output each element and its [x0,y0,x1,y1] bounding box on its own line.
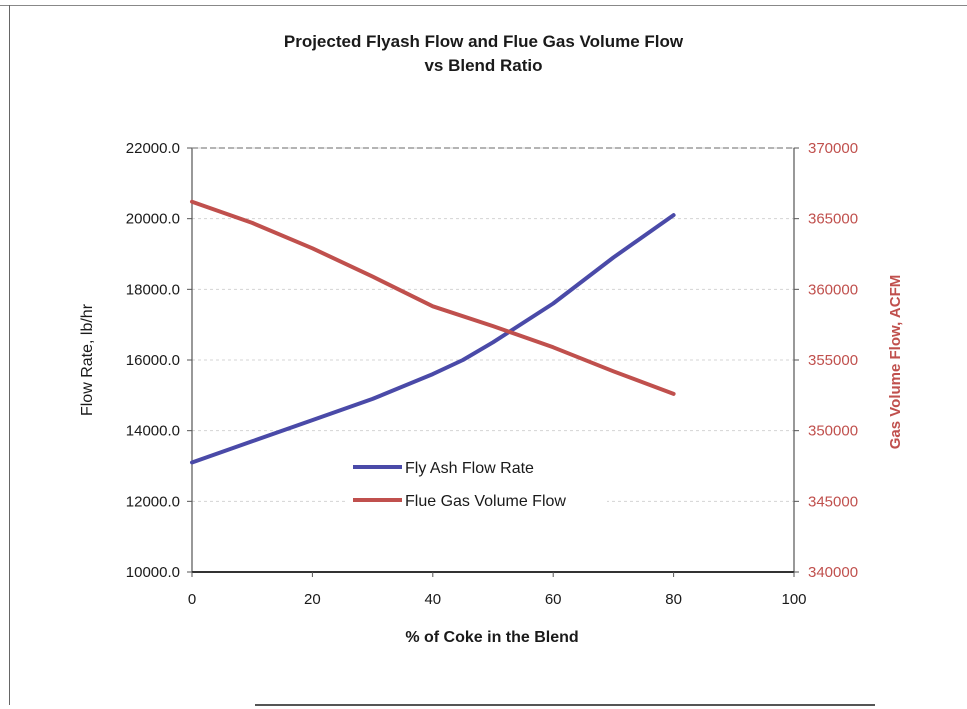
series-line-flue-gas-volume-flow [190,199,676,396]
legend: Fly Ash Flow Rate Flue Gas Volume Flow [345,452,607,516]
x-tick-label: 100 [781,591,806,608]
left-tick-label: 16000.0 [126,352,180,369]
right-tick-label: 350000 [808,423,858,440]
frame-left-border [9,5,10,705]
x-tick-label: 20 [304,591,321,608]
frame-bottom-border [255,704,875,706]
right-axis-ticks: 340000 345000 350000 355000 360000 365000 3700… [794,140,858,581]
right-tick-label: 340000 [808,564,858,581]
legend-label-flue-gas: Flue Gas Volume Flow [405,493,566,510]
right-tick-label: 360000 [808,281,858,298]
right-tick-label: 345000 [808,493,858,510]
x-tick-label: 60 [545,591,562,608]
left-tick-label: 20000.0 [126,211,180,228]
x-tick-label: 0 [188,591,196,608]
x-axis-title: % of Coke in the Blend [405,629,578,646]
right-tick-label: 365000 [808,211,858,228]
x-axis-ticks: 0 20 40 60 80 100 [188,572,807,608]
left-tick-label: 10000.0 [126,564,180,581]
left-tick-label: 22000.0 [126,140,180,157]
chart-title-line-2: vs Blend Ratio [424,56,543,75]
right-axis-title: Gas Volume Flow, ACFM [887,275,904,449]
series-line-fly-ash-flow-rate [190,213,676,465]
chart-title: Projected Flyash Flow and Flue Gas Volum… [0,30,967,78]
chart-title-line-1: Projected Flyash Flow and Flue Gas Volum… [283,32,684,51]
right-tick-label: 355000 [808,352,858,369]
left-axis-title: Flow Rate, lb/hr [79,303,96,416]
left-tick-label: 12000.0 [126,493,180,510]
left-tick-label: 18000.0 [126,281,180,298]
frame-top-border [0,5,967,6]
left-axis-ticks: 10000.0 12000.0 14000.0 16000.0 18000.0 20000… [126,140,192,581]
x-tick-label: 80 [665,591,682,608]
series-lines [190,199,676,465]
left-tick-label: 14000.0 [126,423,180,440]
legend-label-fly-ash: Fly Ash Flow Rate [405,460,534,477]
right-tick-label: 370000 [808,140,858,157]
x-tick-label: 40 [424,591,441,608]
legend-box [345,452,607,516]
